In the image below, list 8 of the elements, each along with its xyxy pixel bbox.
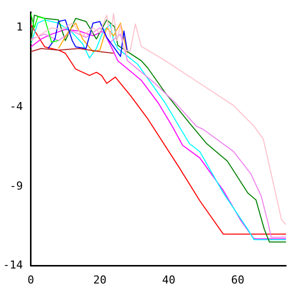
x-tick-label: 20 <box>93 273 106 286</box>
y-tick-label: -14 <box>2 258 24 272</box>
y-tick-label: -9 <box>10 179 23 192</box>
y-tick-label: 1 <box>16 20 23 34</box>
x-tick-label: 0 <box>28 273 34 286</box>
x-tick-label: 60 <box>231 273 244 286</box>
x-tick-label: 40 <box>162 273 176 286</box>
y-tick-label: -4 <box>10 100 24 114</box>
